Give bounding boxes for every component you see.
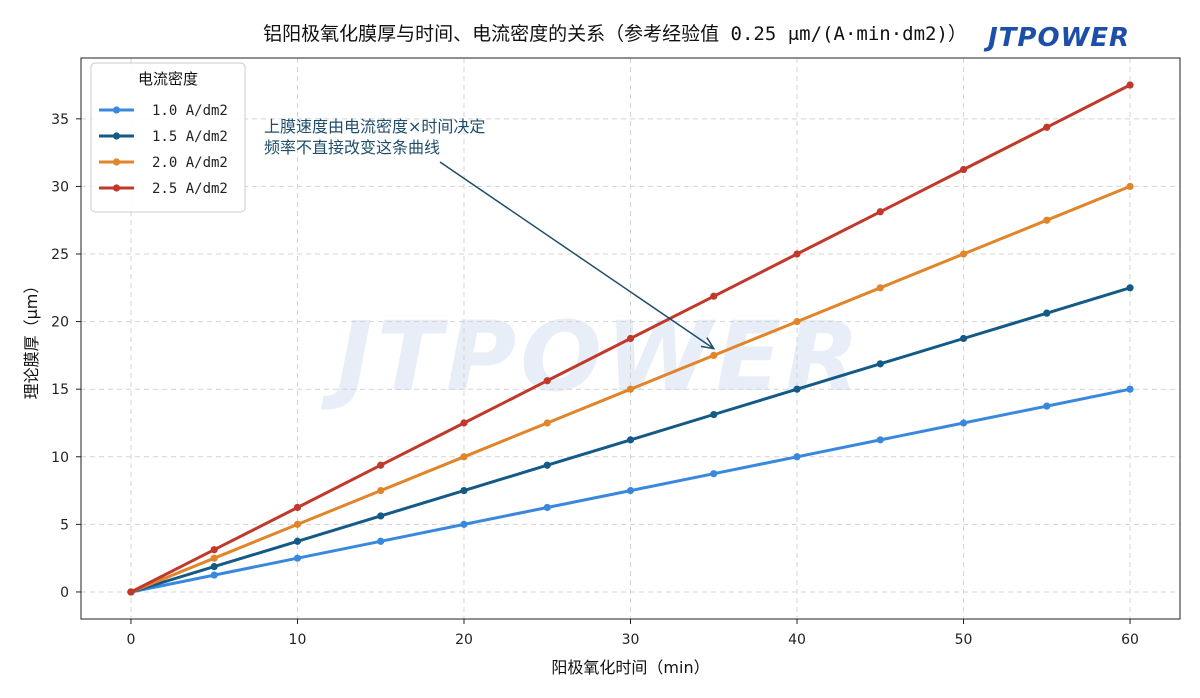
data-point bbox=[793, 318, 801, 326]
data-point bbox=[210, 571, 218, 579]
legend-label: 1.5 A/dm2 bbox=[152, 129, 228, 145]
data-point bbox=[793, 453, 801, 461]
legend-label: 1.0 A/dm2 bbox=[152, 103, 228, 119]
data-point bbox=[1043, 123, 1051, 131]
annotation-line: 频率不直接改变这条曲线 bbox=[264, 138, 440, 157]
data-point bbox=[1126, 182, 1134, 191]
data-point bbox=[543, 377, 551, 385]
x-tick-label: 30 bbox=[622, 632, 640, 648]
data-point bbox=[1126, 385, 1134, 393]
data-point bbox=[543, 461, 551, 469]
x-tick-label: 40 bbox=[788, 632, 806, 648]
x-tick-label: 0 bbox=[126, 632, 135, 648]
data-point bbox=[293, 554, 302, 562]
data-point bbox=[626, 385, 635, 393]
data-point bbox=[876, 436, 884, 444]
data-point bbox=[626, 436, 635, 444]
data-point bbox=[1043, 216, 1051, 224]
y-axis-label: 理论膜厚（μm） bbox=[22, 278, 41, 400]
data-point bbox=[959, 419, 968, 427]
data-point bbox=[1043, 309, 1051, 317]
data-point bbox=[210, 563, 218, 571]
data-point bbox=[293, 503, 302, 512]
x-tick-label: 60 bbox=[1121, 632, 1139, 648]
data-point bbox=[377, 512, 385, 520]
legend-marker bbox=[112, 184, 121, 192]
data-point bbox=[293, 537, 302, 545]
watermark-logo: JTPOWER bbox=[321, 301, 864, 413]
y-tick-label: 0 bbox=[60, 585, 69, 601]
series-1 bbox=[127, 385, 1134, 596]
y-tick-label: 35 bbox=[51, 112, 69, 128]
data-point bbox=[793, 385, 801, 393]
data-point bbox=[377, 486, 385, 495]
data-point bbox=[959, 334, 968, 343]
legend-box bbox=[90, 62, 246, 213]
data-point bbox=[793, 250, 801, 258]
data-point bbox=[543, 503, 551, 512]
data-point bbox=[377, 537, 385, 545]
data-point bbox=[1126, 81, 1134, 89]
data-point bbox=[1043, 402, 1051, 410]
data-point bbox=[626, 334, 635, 343]
data-point bbox=[959, 250, 968, 258]
data-point bbox=[460, 419, 468, 427]
data-point bbox=[876, 208, 884, 216]
data-point bbox=[543, 419, 551, 427]
x-tick-label: 10 bbox=[289, 632, 307, 648]
data-point bbox=[1126, 284, 1134, 292]
data-point bbox=[377, 461, 385, 469]
data-point bbox=[710, 292, 718, 300]
data-point bbox=[626, 486, 635, 495]
y-tick-label: 10 bbox=[51, 450, 69, 466]
y-tick-label: 20 bbox=[51, 315, 69, 331]
y-tick-label: 25 bbox=[51, 247, 69, 263]
data-point bbox=[460, 453, 468, 461]
data-point bbox=[210, 546, 218, 554]
legend-marker bbox=[112, 106, 121, 114]
data-point bbox=[876, 360, 884, 368]
legend-label: 2.5 A/dm2 bbox=[152, 181, 228, 197]
legend-marker bbox=[112, 158, 121, 166]
legend: 电流密度 1.0 A/dm2 1.5 A/dm2 2.0 A/dm2 2.5 A/dm2 bbox=[90, 62, 246, 213]
data-point bbox=[293, 520, 302, 528]
y-tick-label: 5 bbox=[60, 517, 69, 533]
data-point bbox=[710, 351, 718, 359]
legend-label: 2.0 A/dm2 bbox=[152, 155, 228, 171]
data-point bbox=[460, 520, 468, 528]
y-tick-label: 30 bbox=[51, 179, 69, 195]
y-tick-label: 15 bbox=[51, 382, 69, 398]
annotation-arrow bbox=[439, 161, 715, 350]
data-point bbox=[210, 554, 218, 562]
data-point bbox=[710, 410, 718, 419]
data-point bbox=[710, 470, 718, 478]
legend-marker bbox=[112, 132, 121, 140]
x-tick-label: 20 bbox=[455, 632, 473, 648]
brand-logo: JTPOWER bbox=[983, 23, 1130, 53]
data-point bbox=[460, 486, 468, 495]
legend-title: 电流密度 bbox=[138, 70, 198, 88]
annotation-line: 上膜速度由电流密度×时间决定 bbox=[264, 117, 485, 136]
series-4 bbox=[127, 81, 1134, 596]
annotation-arrowhead bbox=[700, 337, 716, 350]
data-point bbox=[876, 284, 884, 292]
data-point bbox=[959, 165, 968, 174]
x-axis-label: 阳极氧化时间（min） bbox=[551, 658, 709, 677]
x-tick-label: 50 bbox=[955, 632, 973, 648]
data-point bbox=[127, 588, 135, 596]
chart-title: 铝阳极氧化膜厚与时间、电流密度的关系（参考经验值 0.25 μm/(A·min·… bbox=[263, 23, 967, 45]
